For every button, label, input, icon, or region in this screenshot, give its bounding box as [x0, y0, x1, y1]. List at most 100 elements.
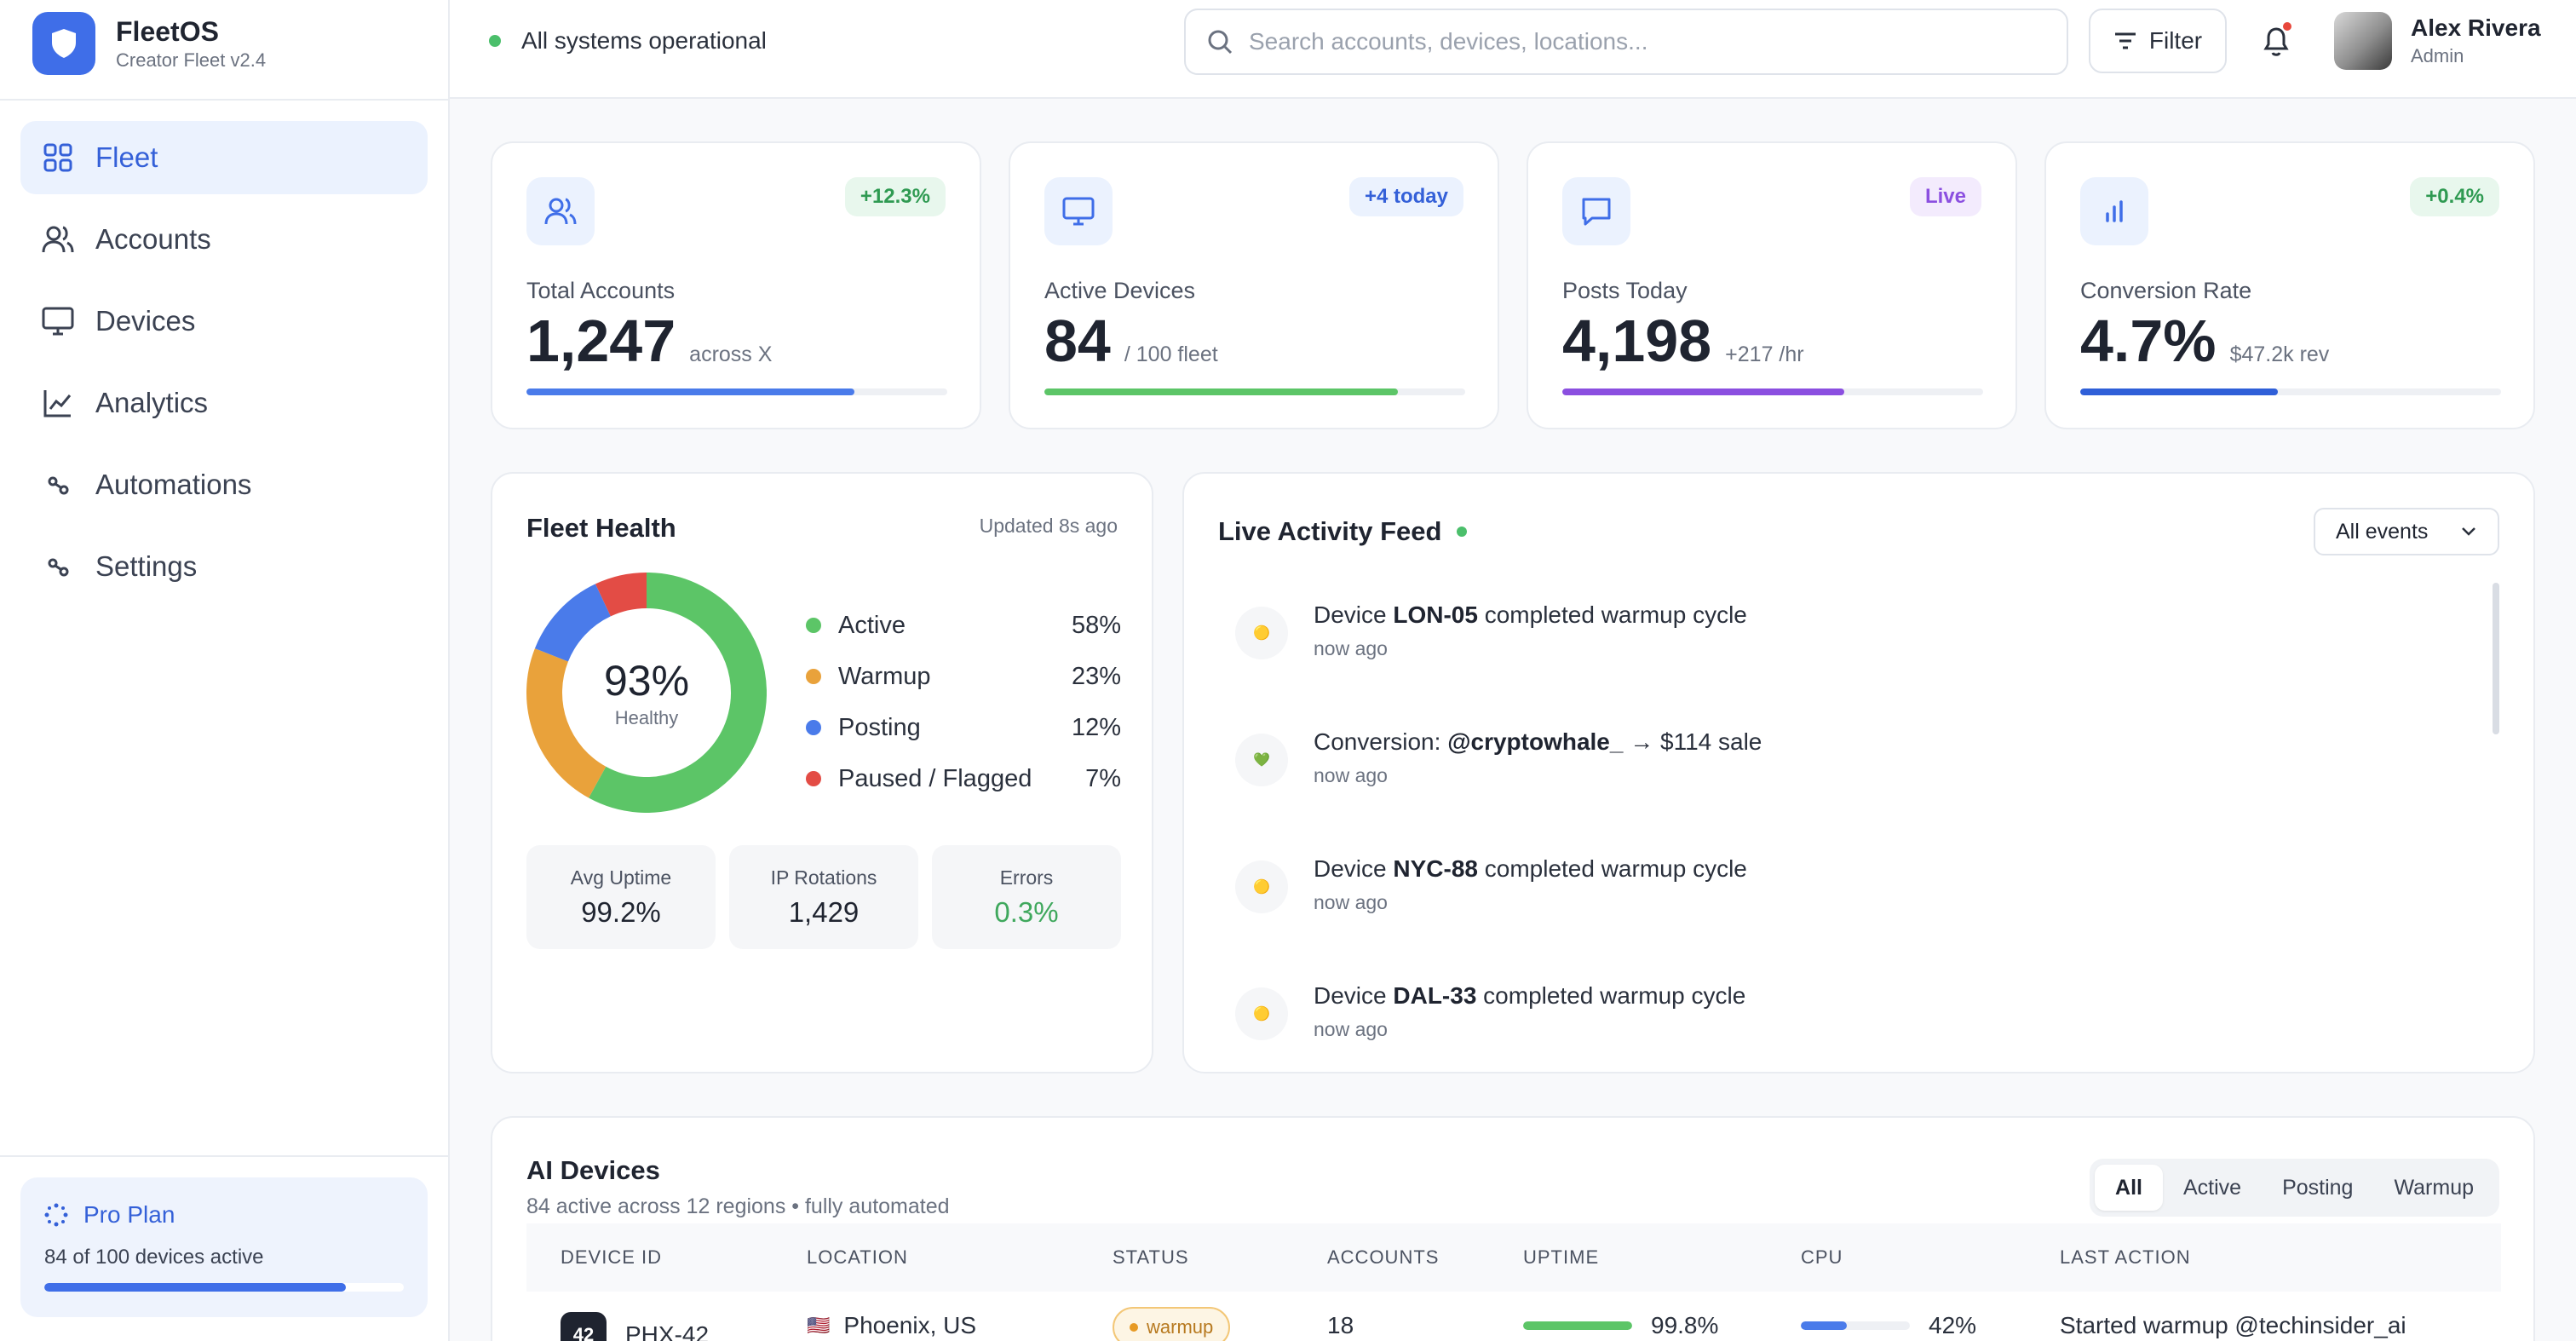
sidebar-item-label: Fleet	[95, 141, 158, 173]
status-badge: warmup	[1113, 1307, 1231, 1341]
panel-title: Fleet Health	[526, 513, 676, 543]
stat-value: 84	[1044, 308, 1111, 374]
sidebar-item-label: Automations	[95, 469, 252, 500]
stat-card-conversion-rate[interactable]: +0.4% Conversion Rate 4.7% $47.2k rev	[2044, 141, 2535, 429]
fleet-health-donut: 93% Healthy	[526, 573, 767, 813]
mini-stat-value: 99.2%	[581, 895, 661, 928]
status-text: warmup	[1147, 1316, 1214, 1338]
device-chip: 42	[561, 1312, 607, 1341]
column-header[interactable]: DEVICE ID	[561, 1246, 663, 1268]
stat-progress-bar	[526, 388, 947, 395]
workflow-icon	[41, 550, 75, 584]
mini-stat-value: 1,429	[788, 895, 860, 928]
table-row[interactable]: 42 PHX-42 🇺🇸 Phoenix, US warmup 18 99.8%…	[526, 1304, 2501, 1341]
status-dot	[1130, 1323, 1138, 1332]
status-emoji-icon: 💚	[1235, 734, 1288, 786]
donut-center-value: 93%	[603, 657, 690, 705]
column-header[interactable]: UPTIME	[1523, 1246, 1600, 1268]
sidebar-item-fleet[interactable]: Fleet	[20, 121, 428, 194]
list-item[interactable]: 🟡 Device DAL-33 completed warmup cycle n…	[1235, 965, 2462, 1056]
legend-dot	[806, 618, 821, 633]
feed-text: completed warmup cycle	[1476, 982, 1746, 1009]
avatar	[2334, 12, 2392, 70]
feed-text: Device	[1314, 982, 1394, 1009]
filter-icon	[2113, 31, 2137, 51]
health-mini-stats: Avg Uptime 99.2% IP Rotations 1,429 Erro…	[526, 845, 1121, 949]
device-id: PHX-42	[625, 1321, 710, 1341]
search-box[interactable]	[1184, 9, 2068, 75]
stat-card-active-devices[interactable]: +4 today Active Devices 84 / 100 fleet	[1009, 141, 1499, 429]
stat-label: Conversion Rate	[2080, 278, 2252, 303]
stat-subtext: / 100 fleet	[1124, 342, 1218, 366]
donut-legend: Active 58% Warmup 23% Posting 12% Paused…	[806, 600, 1121, 804]
stat-label: Posts Today	[1562, 278, 1688, 303]
sidebar-item-automations[interactable]: Automations	[20, 448, 428, 521]
monitor-icon	[1044, 177, 1113, 245]
brand[interactable]: FleetOS Creator Fleet v2.4	[32, 12, 266, 75]
column-header[interactable]: LOCATION	[807, 1246, 908, 1268]
tab-all[interactable]: All	[2095, 1165, 2163, 1211]
feed-timestamp: now ago	[1314, 637, 1388, 659]
search-input[interactable]	[1249, 28, 2015, 55]
stat-card-posts-today[interactable]: Live Posts Today 4,198 +217 /hr	[1527, 141, 2017, 429]
feed-scrollbar[interactable]	[2493, 583, 2499, 734]
column-header[interactable]: CPU	[1801, 1246, 1843, 1268]
search-icon	[1206, 28, 1233, 55]
line-chart-icon	[41, 386, 75, 420]
mini-stat-ip-rotations: IP Rotations 1,429	[729, 845, 918, 949]
tab-active[interactable]: Active	[2182, 1175, 2242, 1200]
feed-timestamp: now ago	[1314, 764, 1388, 786]
plan-subtitle: 84 of 100 devices active	[44, 1246, 264, 1269]
device-cpu: 42%	[1929, 1312, 1977, 1338]
monitor-icon	[41, 304, 75, 338]
sidebar-item-devices[interactable]: Devices	[20, 285, 428, 358]
status-emoji-icon: 🟡	[1235, 987, 1288, 1040]
workflow-icon	[41, 468, 75, 502]
column-header[interactable]: ACCOUNTS	[1327, 1246, 1440, 1268]
feed-timestamp: now ago	[1314, 891, 1388, 913]
notifications-button[interactable]	[2254, 19, 2298, 63]
stat-badge: Live	[1909, 177, 1981, 216]
device-last-action: Started warmup @techinsider_ai	[2060, 1312, 2406, 1338]
tab-warmup[interactable]: Warmup	[2394, 1175, 2474, 1200]
legend-item: Paused / Flagged 7%	[806, 753, 1121, 804]
filter-button[interactable]: Filter	[2089, 9, 2227, 73]
brand-name: FleetOS	[116, 15, 219, 47]
stat-subtext: across X	[689, 342, 773, 366]
device-location: Phoenix, US	[843, 1312, 977, 1338]
tab-posting[interactable]: Posting	[2282, 1175, 2354, 1200]
column-header[interactable]: STATUS	[1113, 1246, 1189, 1268]
column-header[interactable]: LAST ACTION	[2060, 1246, 2191, 1268]
list-item[interactable]: 🟡 Device LON-05 completed warmup cycle n…	[1235, 584, 2462, 711]
mini-stat-label: IP Rotations	[770, 866, 877, 889]
stat-value: 1,247	[526, 308, 676, 374]
chevron-down-icon	[2460, 526, 2477, 538]
mini-stat-label: Errors	[999, 866, 1054, 889]
event-filter-select[interactable]: All events	[2314, 508, 2499, 555]
users-icon	[41, 222, 75, 256]
legend-percent: 7%	[1085, 764, 1121, 792]
plan-card[interactable]: Pro Plan 84 of 100 devices active	[20, 1177, 428, 1317]
stat-card-total-accounts[interactable]: +12.3% Total Accounts 1,247 across X	[491, 141, 981, 429]
mini-stat-label: Avg Uptime	[570, 866, 672, 889]
live-activity-feed: Live Activity Feed All events 🟡 Device L…	[1182, 472, 2535, 1073]
list-item[interactable]: 🟡 Device NYC-88 completed warmup cycle n…	[1235, 838, 2462, 965]
list-item[interactable]: 💚 Conversion: @cryptowhale_ → $114 sale …	[1235, 711, 2462, 838]
sidebar-item-accounts[interactable]: Accounts	[20, 203, 428, 276]
legend-percent: 58%	[1071, 611, 1121, 639]
feed-entity: LON-05	[1393, 601, 1478, 628]
bell-icon	[2261, 24, 2291, 58]
sidebar-item-settings[interactable]: Settings	[20, 530, 428, 603]
sidebar-item-analytics[interactable]: Analytics	[20, 366, 428, 440]
stat-progress-bar	[1044, 388, 1465, 395]
sidebar-item-label: Devices	[95, 305, 196, 337]
filter-label: Filter	[2148, 27, 2203, 54]
device-filter-tabs: All Active Posting Warmup	[2090, 1159, 2499, 1217]
live-indicator-dot	[1457, 527, 1468, 537]
plan-title: Pro Plan	[83, 1201, 175, 1228]
feed-timestamp: now ago	[1314, 1018, 1388, 1040]
feed-text: Device	[1314, 601, 1394, 628]
device-uptime: 99.8%	[1651, 1312, 1719, 1338]
user-menu[interactable]: Alex Rivera Admin	[2334, 12, 2541, 70]
stat-progress-fill	[1044, 388, 1398, 395]
